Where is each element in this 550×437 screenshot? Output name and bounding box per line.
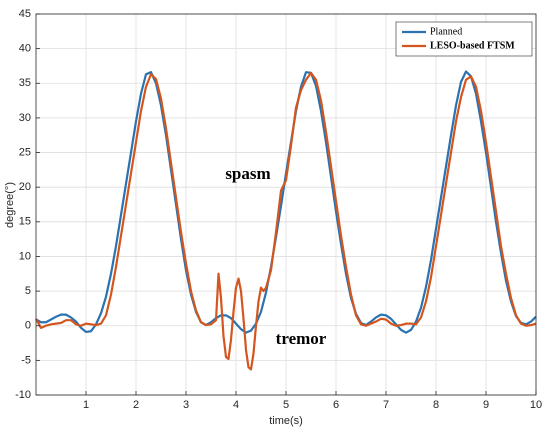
plot-lines [35, 70, 537, 371]
y-tick-label: 30 [19, 112, 31, 124]
x-tick-label: 9 [483, 399, 489, 411]
y-axis-label: degree(°) [4, 182, 16, 228]
x-tick-label: 1 [83, 399, 89, 411]
y-tick-label: 20 [19, 181, 31, 193]
legend-label: Planned [430, 26, 462, 37]
y-tick-label: 25 [19, 146, 31, 158]
legend: Planned LESO-based FTSM [395, 21, 533, 57]
legend-label: LESO-based FTSM [430, 40, 515, 51]
annotation: tremor [276, 329, 327, 348]
x-tick-label: 6 [333, 399, 339, 411]
x-tick-label: 10 [530, 399, 542, 411]
series-line [35, 71, 537, 371]
y-tick-label: 5 [25, 285, 31, 297]
x-axis-label: time(s) [269, 415, 303, 427]
y-tick-label: -10 [15, 389, 31, 401]
annotation: spasm [225, 164, 270, 183]
y-tick-label: 45 [19, 8, 31, 20]
y-tick-label: 0 [25, 320, 31, 332]
legend-box [395, 21, 533, 57]
y-tick-label: 15 [19, 216, 31, 228]
x-tick-label: 2 [133, 399, 139, 411]
x-tick-label: 5 [283, 399, 289, 411]
y-tick-label: 10 [19, 250, 31, 262]
y-tick-label: -5 [21, 354, 31, 366]
x-tick-label: 8 [433, 399, 439, 411]
x-tick-label: 4 [233, 399, 239, 411]
y-tick-label: 35 [19, 77, 31, 89]
x-tick-label: 3 [183, 399, 189, 411]
y-tick-label: 40 [19, 43, 31, 55]
x-tick-label: 7 [383, 399, 389, 411]
